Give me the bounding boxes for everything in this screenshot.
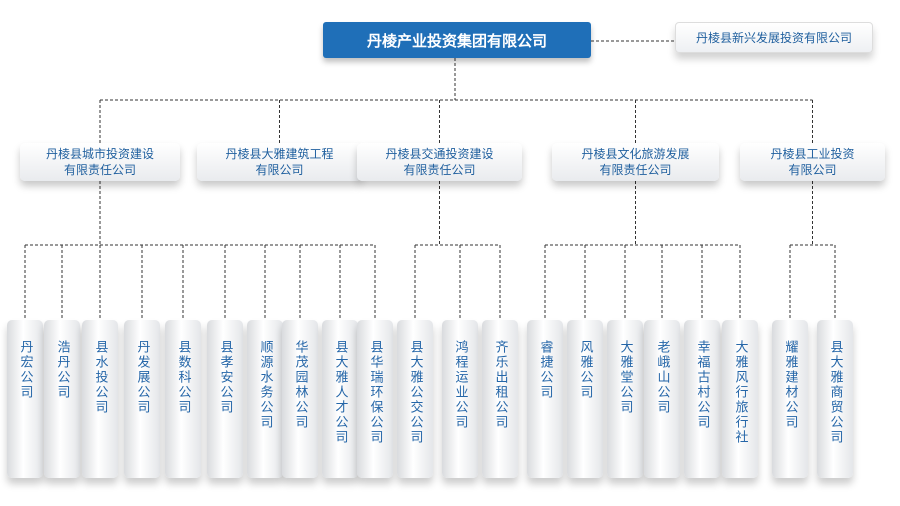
side-node: 丹棱县新兴发展投资有限公司 [675, 22, 873, 53]
subsidiary-node: 幸福古村公司 [684, 320, 720, 478]
company-label: 丹棱县工业投资 [770, 147, 855, 161]
subsidiary-label: 幸福古村公司 [694, 340, 710, 430]
subsidiary-label: 老峨山公司 [654, 340, 670, 415]
subsidiary-label: 县水投公司 [92, 340, 108, 415]
subsidiary-node: 县大雅公交公司 [397, 320, 433, 478]
subsidiary-node: 大雅堂公司 [607, 320, 643, 478]
subsidiary-label: 县孝安公司 [217, 340, 233, 415]
subsidiary-node: 县大雅商贸公司 [817, 320, 853, 478]
subsidiary-node: 睿捷公司 [527, 320, 563, 478]
company-label: 有限责任公司 [63, 163, 136, 177]
subsidiary-node: 县华瑞环保公司 [357, 320, 393, 478]
root-node: 丹棱产业投资集团有限公司 [323, 22, 591, 58]
subsidiary-label: 县大雅人才公司 [332, 340, 348, 445]
company-label: 有限责任公司 [403, 163, 476, 177]
subsidiary-node: 县大雅人才公司 [322, 320, 358, 478]
subsidiary-label: 大雅堂公司 [617, 340, 633, 415]
subsidiary-label: 华茂园林公司 [292, 340, 308, 430]
subsidiary-label: 浩丹公司 [54, 340, 70, 400]
company-node: 丹棱县大雅建筑工程 有限公司 [197, 143, 362, 181]
subsidiary-node: 丹宏公司 [7, 320, 43, 478]
subsidiary-node: 老峨山公司 [644, 320, 680, 478]
subsidiary-label: 睿捷公司 [537, 340, 553, 400]
subsidiary-label: 丹发展公司 [134, 340, 150, 415]
subsidiary-label: 县数科公司 [175, 340, 191, 415]
company-label: 丹棱县大雅建筑工程 [225, 147, 334, 161]
subsidiary-label: 鸿程运业公司 [452, 340, 468, 430]
subsidiary-node: 鸿程运业公司 [442, 320, 478, 478]
subsidiary-label: 大雅风行旅行社 [732, 340, 748, 445]
subsidiary-node: 齐乐出租公司 [482, 320, 518, 478]
subsidiary-node: 浩丹公司 [44, 320, 80, 478]
company-node: 丹棱县城市投资建设 有限责任公司 [20, 143, 180, 181]
company-label: 有限公司 [255, 163, 304, 177]
subsidiary-node: 风雅公司 [567, 320, 603, 478]
subsidiary-node: 大雅风行旅行社 [722, 320, 758, 478]
subsidiary-node: 县数科公司 [165, 320, 201, 478]
subsidiary-label: 丹宏公司 [17, 340, 33, 400]
company-label: 丹棱县城市投资建设 [45, 147, 154, 161]
subsidiary-node: 县水投公司 [82, 320, 118, 478]
subsidiary-label: 风雅公司 [577, 340, 593, 400]
subsidiary-node: 华茂园林公司 [282, 320, 318, 478]
company-node: 丹棱县交通投资建设 有限责任公司 [357, 143, 522, 181]
company-node: 丹棱县工业投资 有限公司 [740, 143, 885, 181]
subsidiary-label: 县华瑞环保公司 [367, 340, 383, 445]
subsidiary-label: 齐乐出租公司 [492, 340, 508, 430]
subsidiary-node: 顺源水务公司 [247, 320, 283, 478]
company-label: 丹棱县交通投资建设 [385, 147, 494, 161]
subsidiary-node: 耀雅建材公司 [772, 320, 808, 478]
company-label: 有限公司 [788, 163, 837, 177]
subsidiary-node: 县孝安公司 [207, 320, 243, 478]
company-label: 有限责任公司 [599, 163, 672, 177]
subsidiary-node: 丹发展公司 [124, 320, 160, 478]
subsidiary-label: 县大雅公交公司 [407, 340, 423, 445]
subsidiary-label: 顺源水务公司 [257, 340, 273, 430]
company-label: 丹棱县文化旅游发展 [581, 147, 690, 161]
subsidiary-label: 耀雅建材公司 [782, 340, 798, 430]
subsidiary-label: 县大雅商贸公司 [827, 340, 843, 445]
company-node: 丹棱县文化旅游发展 有限责任公司 [552, 143, 719, 181]
